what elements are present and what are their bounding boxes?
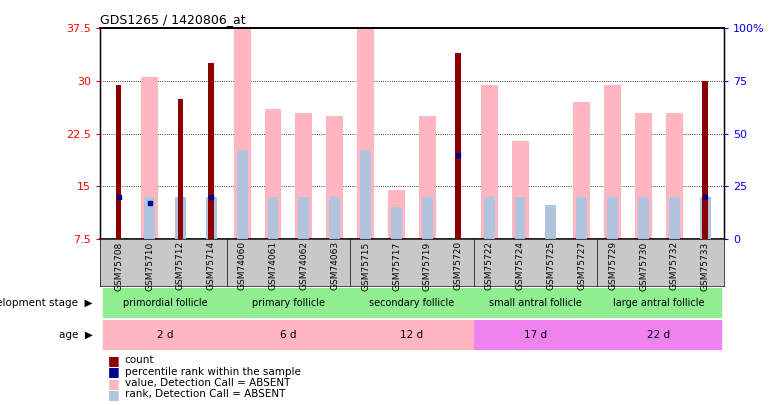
Bar <box>116 85 122 239</box>
Bar <box>103 288 226 318</box>
Text: development stage  ▶: development stage ▶ <box>0 298 92 308</box>
Bar <box>226 320 350 350</box>
Text: GSM75712: GSM75712 <box>176 241 185 290</box>
Text: GSM75719: GSM75719 <box>423 241 432 290</box>
Bar <box>577 197 588 239</box>
Text: 6 d: 6 d <box>280 330 296 340</box>
Bar <box>141 77 158 239</box>
Bar <box>419 116 436 239</box>
Text: age  ▶: age ▶ <box>59 330 92 340</box>
Bar <box>574 102 591 239</box>
Bar <box>608 197 618 239</box>
Bar <box>350 288 474 318</box>
Text: GSM75710: GSM75710 <box>145 241 154 290</box>
Text: 22 d: 22 d <box>648 330 671 340</box>
Text: 17 d: 17 d <box>524 330 547 340</box>
Text: GSM75714: GSM75714 <box>207 241 216 290</box>
Bar <box>330 197 340 239</box>
Text: count: count <box>125 356 154 365</box>
Text: GSM74062: GSM74062 <box>300 241 308 290</box>
Bar <box>226 288 350 318</box>
Bar <box>296 113 313 239</box>
Bar <box>669 197 680 239</box>
Bar <box>638 197 649 239</box>
Text: GSM75722: GSM75722 <box>484 241 494 290</box>
Bar <box>391 207 402 239</box>
Text: rank, Detection Call = ABSENT: rank, Detection Call = ABSENT <box>125 390 285 399</box>
Bar <box>236 151 247 239</box>
Text: primary follicle: primary follicle <box>252 298 325 308</box>
Text: ■: ■ <box>108 388 119 401</box>
Text: GSM75724: GSM75724 <box>516 241 524 290</box>
Text: secondary follicle: secondary follicle <box>370 298 454 308</box>
Text: GSM74060: GSM74060 <box>238 241 246 290</box>
Text: GSM75729: GSM75729 <box>608 241 617 290</box>
Text: GSM75727: GSM75727 <box>578 241 586 290</box>
Bar <box>480 85 497 239</box>
Text: GSM75720: GSM75720 <box>454 241 463 290</box>
Bar <box>666 113 683 239</box>
Text: percentile rank within the sample: percentile rank within the sample <box>125 367 300 377</box>
Text: GDS1265 / 1420806_at: GDS1265 / 1420806_at <box>100 13 246 26</box>
Bar <box>511 141 528 239</box>
Text: large antral follicle: large antral follicle <box>613 298 705 308</box>
Bar <box>326 116 343 239</box>
Text: GSM75715: GSM75715 <box>361 241 370 290</box>
Bar <box>175 197 186 239</box>
Bar <box>484 197 494 239</box>
Bar <box>144 197 155 239</box>
Text: GSM74063: GSM74063 <box>330 241 340 290</box>
Bar <box>702 81 708 239</box>
Text: 2 d: 2 d <box>156 330 173 340</box>
Bar <box>598 320 721 350</box>
Bar <box>388 190 405 239</box>
Bar <box>357 28 374 239</box>
Text: ■: ■ <box>108 377 119 390</box>
Bar <box>474 288 598 318</box>
Text: GSM74061: GSM74061 <box>269 241 277 290</box>
Bar <box>206 197 216 239</box>
Text: ■: ■ <box>108 365 119 378</box>
Bar <box>545 205 556 239</box>
Bar <box>299 197 310 239</box>
Text: GSM75717: GSM75717 <box>392 241 401 290</box>
Bar <box>103 320 226 350</box>
Text: small antral follicle: small antral follicle <box>489 298 582 308</box>
Bar <box>360 151 371 239</box>
Bar <box>422 197 433 239</box>
Bar <box>635 113 652 239</box>
Bar <box>233 28 250 239</box>
Text: GSM75733: GSM75733 <box>701 241 710 290</box>
Text: GSM75725: GSM75725 <box>547 241 555 290</box>
Bar <box>265 109 282 239</box>
Bar <box>350 320 474 350</box>
Bar <box>514 197 525 239</box>
Bar <box>598 288 721 318</box>
Text: 12 d: 12 d <box>400 330 424 340</box>
Text: primordial follicle: primordial follicle <box>122 298 207 308</box>
Text: GSM75708: GSM75708 <box>114 241 123 290</box>
Bar <box>604 85 621 239</box>
Text: GSM75732: GSM75732 <box>670 241 679 290</box>
Bar <box>456 53 461 239</box>
Text: ■: ■ <box>108 354 119 367</box>
Text: value, Detection Call = ABSENT: value, Detection Call = ABSENT <box>125 378 290 388</box>
Bar <box>178 98 183 239</box>
Bar <box>268 197 279 239</box>
Bar <box>474 320 598 350</box>
Text: GSM75730: GSM75730 <box>639 241 648 290</box>
Bar <box>209 64 214 239</box>
Bar <box>700 197 711 239</box>
